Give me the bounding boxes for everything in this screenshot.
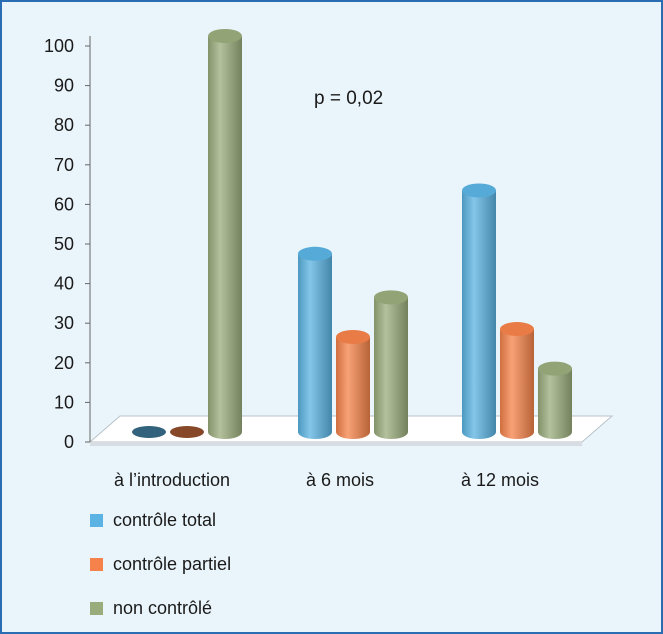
y-tick-label: 50 — [54, 234, 74, 254]
y-tick-label: 10 — [54, 392, 74, 412]
bar-top — [208, 29, 242, 43]
legend-item-controle-partiel: contrôle partiel — [90, 554, 231, 574]
legend: contrôle total contrôle partiel non cont… — [90, 510, 231, 632]
x-tick-label-a-l-introduction: à l’introduction — [114, 470, 230, 490]
bar-body — [462, 190, 496, 439]
legend-label-controle-partiel: contrôle partiel — [113, 553, 232, 574]
bar-base-disc — [170, 426, 204, 438]
legend-label-non-controle: non contrôlé — [113, 597, 213, 618]
p-value-annotation: p = 0,02 — [314, 88, 383, 109]
legend-label-controle-total: contrôle total — [113, 509, 217, 530]
bar-top — [500, 322, 534, 337]
y-tick-label: 0 — [64, 432, 74, 452]
y-tick-label: 60 — [54, 194, 74, 214]
y-tick-label: 90 — [54, 76, 74, 96]
y-tick-label: 30 — [54, 313, 74, 333]
chart-floor-edge — [90, 442, 582, 446]
bar-non-controle-a-12-mois — [538, 361, 572, 439]
y-tick-label: 100 — [44, 36, 74, 56]
legend-swatch-controle-partiel — [90, 557, 103, 571]
bar-body — [374, 297, 408, 439]
x-tick-label-a-6-mois: à 6 mois — [306, 470, 374, 490]
bar-top — [374, 290, 408, 305]
bar-body — [500, 329, 534, 439]
y-tick-label: 40 — [54, 274, 74, 294]
bar-non-controle-a-6-mois — [374, 290, 408, 439]
bar-controle-total-a-12-mois — [462, 183, 496, 439]
legend-swatch-controle-total — [90, 513, 103, 527]
legend-item-controle-total: contrôle total — [90, 510, 231, 530]
bar-controle-partiel-a-12-mois — [500, 322, 534, 439]
bar-controle-total-a-6-mois — [298, 246, 332, 439]
bar-body — [538, 368, 572, 439]
legend-item-non-controle: non contrôlé — [90, 598, 231, 618]
legend-swatch-non-controle — [90, 601, 103, 615]
bar-controle-partiel-a-6-mois — [336, 329, 370, 439]
bar-controle-total-a-l-introduction — [132, 426, 166, 438]
bar-top — [538, 361, 572, 376]
bar-top — [462, 183, 496, 198]
bar-body — [298, 253, 332, 439]
bar-top — [336, 329, 370, 344]
bar-controle-partiel-a-l-introduction — [170, 426, 204, 438]
bar-body — [208, 36, 242, 439]
bar-body — [336, 336, 370, 439]
bar-top — [298, 246, 332, 261]
bar-non-controle-a-l-introduction — [208, 29, 242, 439]
x-tick-label-a-12-mois: à 12 mois — [461, 470, 539, 490]
bar-base-disc — [132, 426, 166, 438]
y-tick-label: 70 — [54, 155, 74, 175]
y-tick-label: 80 — [54, 115, 74, 135]
y-tick-label: 20 — [54, 353, 74, 373]
